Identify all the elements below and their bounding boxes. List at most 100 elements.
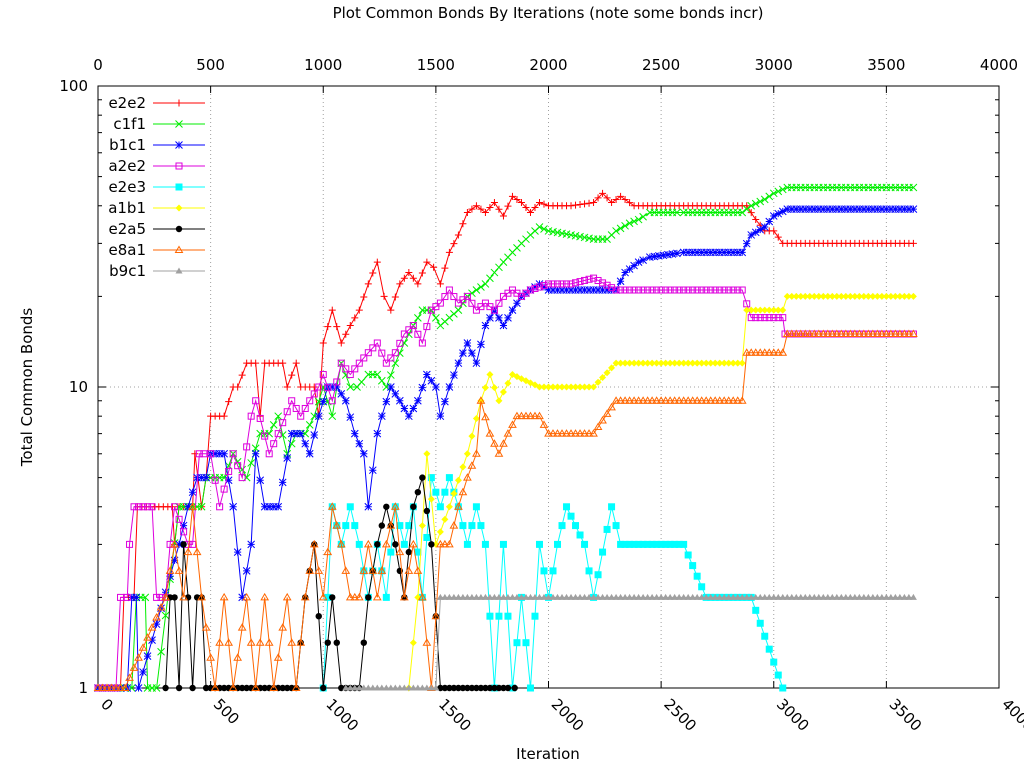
point-b9c1 <box>882 593 890 600</box>
legend-item-e2e3: e2e3 <box>108 178 205 196</box>
point-e8a1 <box>895 329 905 337</box>
point-a2e2 <box>576 278 584 286</box>
point-e8a1 <box>494 449 504 457</box>
point-b9c1 <box>373 684 381 691</box>
point-e8a1 <box>152 613 161 621</box>
point-e8a1 <box>620 396 630 404</box>
x-tick-label: 500 <box>210 695 243 728</box>
point-a1b1 <box>486 371 494 379</box>
point-c1f1 <box>269 421 278 429</box>
point-e2a5 <box>202 684 210 692</box>
point-b9c1 <box>468 593 476 600</box>
point-e2e2 <box>360 293 368 301</box>
point-b9c1 <box>572 593 580 600</box>
point-e2e3 <box>445 474 453 482</box>
point-e2e3 <box>563 503 571 511</box>
point-a1b1 <box>427 495 435 503</box>
point-a1b1 <box>545 383 552 391</box>
point-b9c1 <box>689 593 697 600</box>
point-e8a1 <box>701 396 711 404</box>
point-b9c1 <box>599 593 607 600</box>
point-a1b1 <box>567 383 575 391</box>
point-b9c1 <box>666 593 674 600</box>
point-b9c1 <box>351 684 359 691</box>
point-c1f1 <box>265 429 274 438</box>
point-b9c1 <box>436 593 444 600</box>
point-e2e2 <box>590 199 598 207</box>
point-e8a1 <box>823 329 833 337</box>
point-b1c1 <box>247 540 256 549</box>
point-b9c1 <box>711 593 719 600</box>
point-b1c1 <box>585 286 593 294</box>
point-b9c1 <box>563 593 571 600</box>
point-b9c1 <box>770 593 778 600</box>
point-a1b1 <box>603 369 611 377</box>
point-b9c1 <box>653 593 661 600</box>
point-a1b1 <box>761 306 769 314</box>
point-b9c1 <box>819 593 827 600</box>
x-tick-label-top: 3000 <box>755 56 793 74</box>
point-a2e2 <box>432 303 440 311</box>
point-b1c1 <box>679 248 688 257</box>
point-b9c1 <box>396 684 404 691</box>
point-e8a1 <box>778 348 788 356</box>
point-e2e2 <box>567 202 575 210</box>
point-a2e2 <box>617 286 625 294</box>
point-e2e2 <box>409 274 417 282</box>
point-e2e3 <box>554 540 562 548</box>
legend-marker <box>175 162 183 170</box>
point-a2e2 <box>211 476 219 484</box>
series-line-a2e2 <box>98 277 914 689</box>
point-b1c1 <box>310 431 319 439</box>
series-line-e8a1 <box>98 333 914 689</box>
point-b9c1 <box>549 593 557 600</box>
point-b1c1 <box>891 205 900 213</box>
point-e8a1 <box>674 396 684 404</box>
point-b9c1 <box>486 593 494 600</box>
point-a1b1 <box>734 359 742 367</box>
point-e8a1 <box>760 348 770 356</box>
point-e2a5 <box>329 594 336 601</box>
point-e8a1 <box>165 566 175 574</box>
point-e8a1 <box>836 329 846 337</box>
point-e2e3 <box>481 540 489 548</box>
point-b1c1 <box>607 286 616 294</box>
point-e8a1 <box>638 396 648 404</box>
point-b1c1 <box>220 449 228 458</box>
point-e8a1 <box>156 602 166 611</box>
point-b9c1 <box>657 593 665 600</box>
point-a2e2 <box>441 293 449 301</box>
point-a2e2 <box>463 292 471 300</box>
point-a2e2 <box>729 286 737 294</box>
point-b9c1 <box>432 684 440 691</box>
point-e2a5 <box>175 684 183 692</box>
point-e2a5 <box>320 684 327 692</box>
legend-marker <box>175 141 183 149</box>
point-e8a1 <box>706 396 716 404</box>
point-e8a1 <box>719 396 729 404</box>
point-e2a5 <box>279 684 286 692</box>
point-a2e2 <box>387 354 395 362</box>
point-e8a1 <box>751 348 761 356</box>
point-a1b1 <box>846 292 854 300</box>
point-a2e2 <box>220 485 228 493</box>
point-a2e2 <box>216 503 224 511</box>
point-a1b1 <box>711 359 719 367</box>
point-b9c1 <box>810 593 818 600</box>
point-e2a5 <box>405 548 413 556</box>
point-e2e2 <box>477 205 485 213</box>
point-b9c1 <box>779 593 787 600</box>
point-b1c1 <box>634 258 643 266</box>
point-e2e2 <box>191 450 199 458</box>
point-a1b1 <box>535 383 543 391</box>
point-e8a1 <box>408 539 418 548</box>
point-b1c1 <box>837 205 846 213</box>
point-c1f1 <box>751 199 760 208</box>
point-b1c1 <box>350 429 359 438</box>
point-e2e3 <box>522 639 530 647</box>
point-a1b1 <box>563 383 571 391</box>
point-b1c1 <box>684 248 693 257</box>
point-b1c1 <box>314 412 323 421</box>
point-b1c1 <box>864 205 873 213</box>
point-a2e2 <box>526 286 534 294</box>
